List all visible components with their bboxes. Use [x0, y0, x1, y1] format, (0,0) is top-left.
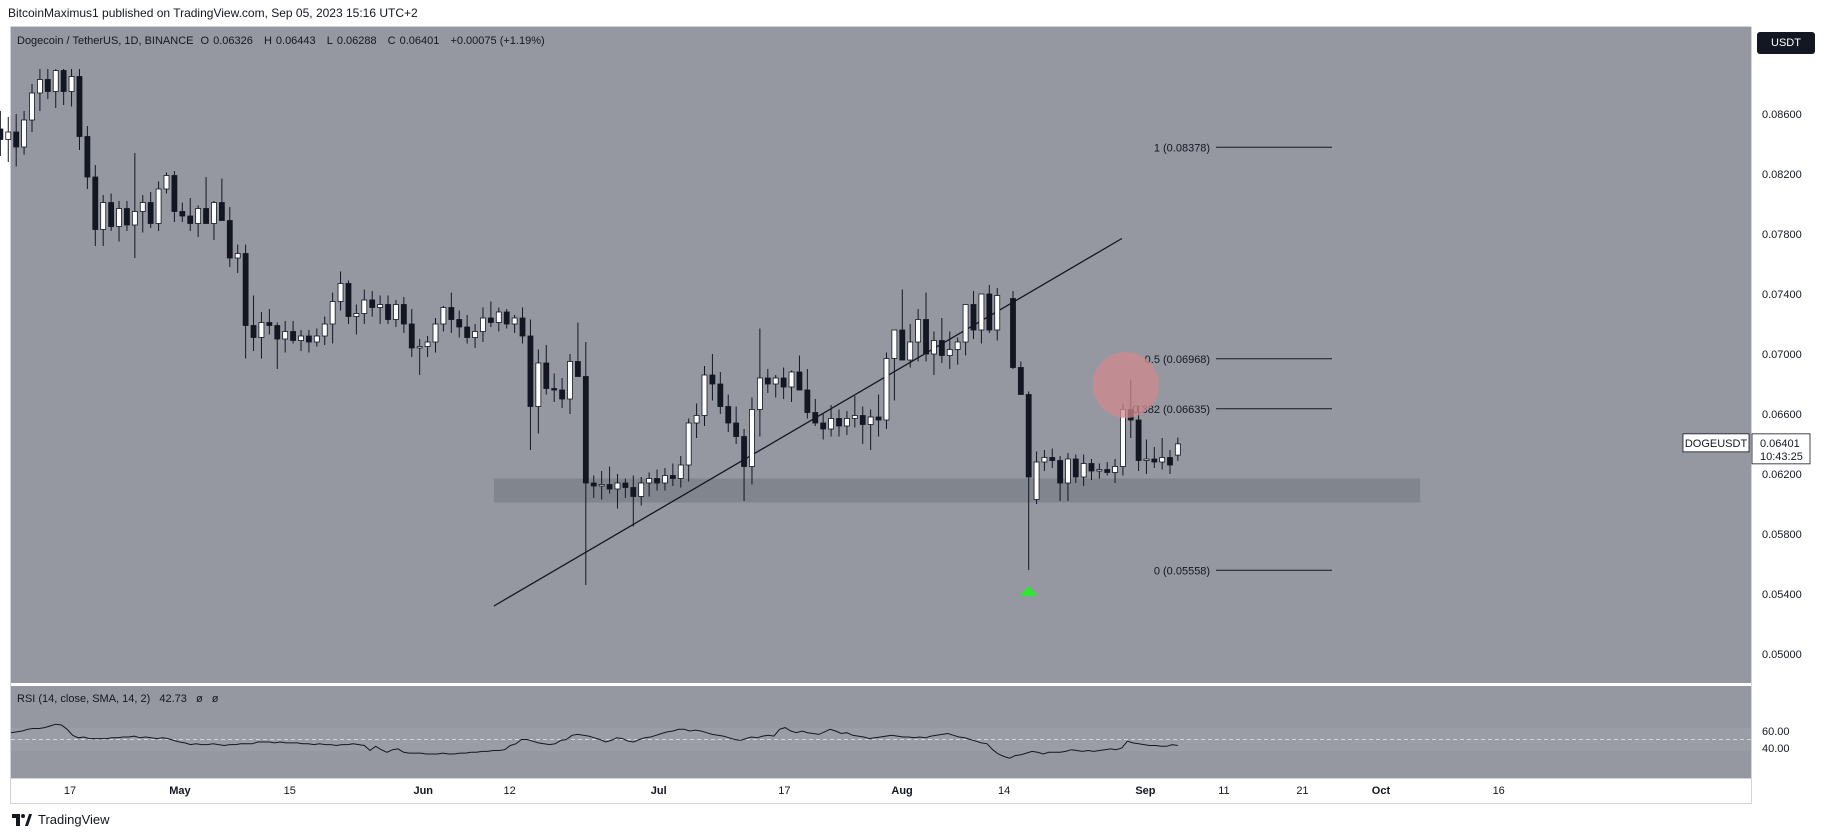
publisher-line: BitcoinMaximus1 published on TradingView…: [8, 6, 418, 20]
candle: [0, 111, 4, 156]
high-value: 0.06443: [275, 35, 316, 47]
close-key: C: [387, 35, 396, 47]
rsi-value: 42.73: [159, 693, 187, 705]
open-value: 0.06326: [213, 35, 253, 47]
low-key: L: [326, 35, 333, 47]
rsi-label[interactable]: RSI (14, close, SMA, 14, 2): [17, 693, 151, 705]
change-value: +0.00075 (+1.19%): [450, 35, 545, 47]
candle-body: [0, 128, 4, 140]
rsi-na-1: ø: [195, 693, 203, 705]
price-axis[interactable]: [1752, 27, 1821, 804]
symbol-title[interactable]: Dogecoin / TetherUS, 1D, BINANCE: [17, 35, 194, 47]
open-key: O: [200, 35, 210, 47]
price-axis-border: [1751, 27, 1752, 804]
rsi-legend: RSI (14, close, SMA, 14, 2) 42.73 ø ø: [17, 693, 224, 705]
tradingview-logo-icon: [12, 813, 32, 826]
pane-separator[interactable]: [11, 683, 1751, 686]
currency-badge[interactable]: USDT: [1757, 32, 1815, 54]
rsi-na-2: ø: [211, 693, 219, 705]
time-axis[interactable]: [11, 778, 1751, 803]
ohlc-legend: Dogecoin / TetherUS, 1D, BINANCE O 0.0632…: [17, 35, 549, 47]
high-key: H: [263, 35, 272, 47]
close-value: 0.06401: [399, 35, 440, 47]
price-pane[interactable]: [11, 27, 1751, 683]
rsi-pane[interactable]: [11, 686, 1751, 778]
low-value: 0.06288: [336, 35, 377, 47]
footer-brand[interactable]: TradingView: [38, 812, 110, 827]
footer: TradingView: [12, 812, 110, 827]
